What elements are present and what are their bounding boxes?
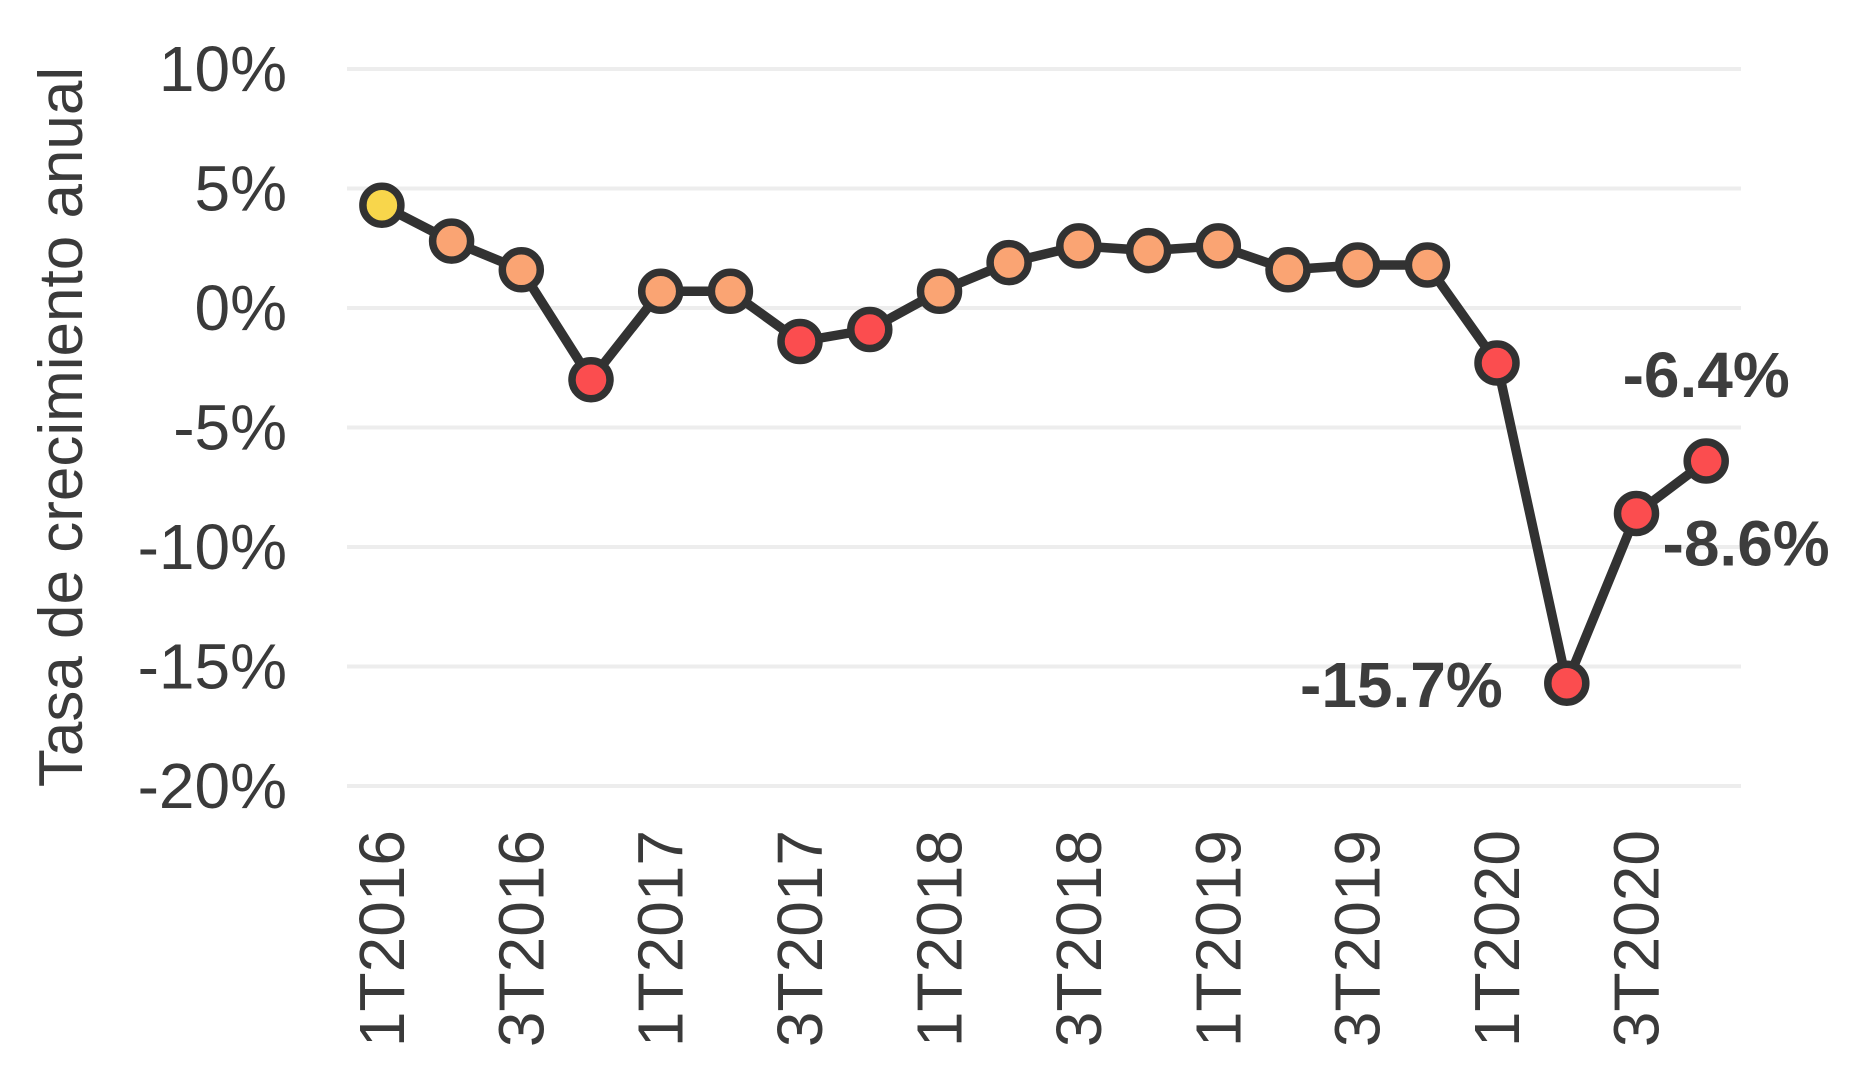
y-axis-title: Tasa de crecimiento anual <box>27 67 96 787</box>
data-point-3T2016 <box>498 247 545 293</box>
axis-label-layer: 10% 5% 0% -5% -10% -15% -20% 1T2016 3T2016 1T2017… <box>138 33 1673 1047</box>
data-label-2T2020: -15.7% <box>1300 649 1503 721</box>
data-point-4T2020 <box>1683 438 1729 484</box>
data-point-2T2020 <box>1544 660 1590 706</box>
data-point-3T2020 <box>1613 490 1660 537</box>
y-tick-label-5%: 5% <box>195 153 288 225</box>
data-point-2T2016 <box>428 218 475 264</box>
data-point-1T2019 <box>1195 223 1242 269</box>
x-tick-label-3T2018: 3T2018 <box>1043 830 1115 1047</box>
y-tick-label--15%: -15% <box>138 631 287 703</box>
y-tick-label-10%: 10% <box>159 33 287 105</box>
y-tick-label--10%: -10% <box>138 511 287 583</box>
x-tick-label-1T2018: 1T2018 <box>904 830 976 1047</box>
data-point-1T2016 <box>359 182 405 228</box>
data-point-2T2017 <box>707 268 754 315</box>
y-tick-label-0%: 0% <box>195 272 288 344</box>
data-point-4T2018 <box>1125 227 1172 274</box>
data-point-4T2019 <box>1404 242 1451 288</box>
annotation-layer: -15.7% -8.6% -6.4% <box>1300 339 1830 721</box>
x-tick-label-3T2020: 3T2020 <box>1601 830 1673 1047</box>
x-tick-label-1T2017: 1T2017 <box>625 830 697 1047</box>
x-tick-label-1T2016: 1T2016 <box>346 830 418 1047</box>
data-label-4T2020: -6.4% <box>1623 339 1790 411</box>
data-point-2T2019 <box>1265 247 1311 293</box>
x-tick-label-1T2019: 1T2019 <box>1182 830 1254 1047</box>
data-point-1T2020 <box>1474 340 1520 386</box>
data-point-4T2017 <box>847 306 893 353</box>
y-tick-label--20%: -20% <box>138 750 287 822</box>
x-tick-label-3T2016: 3T2016 <box>485 830 557 1047</box>
line-series <box>377 200 1711 688</box>
data-point-3T2018 <box>1056 223 1102 269</box>
y-tick-label--5%: -5% <box>173 392 287 464</box>
data-point-3T2017 <box>777 318 823 365</box>
data-point-2T2018 <box>986 239 1032 286</box>
x-tick-label-3T2017: 3T2017 <box>764 830 836 1047</box>
data-point-3T2019 <box>1334 242 1381 288</box>
data-point-1T2017 <box>637 268 684 315</box>
data-label-3T2020: -8.6% <box>1663 508 1830 580</box>
gridline-layer <box>347 67 1741 788</box>
x-tick-label-1T2020: 1T2020 <box>1461 830 1533 1047</box>
series-layer <box>359 182 1729 706</box>
data-point-4T2016 <box>568 356 614 403</box>
x-tick-label-3T2019: 3T2019 <box>1322 830 1394 1047</box>
data-point-1T2018 <box>916 268 963 315</box>
